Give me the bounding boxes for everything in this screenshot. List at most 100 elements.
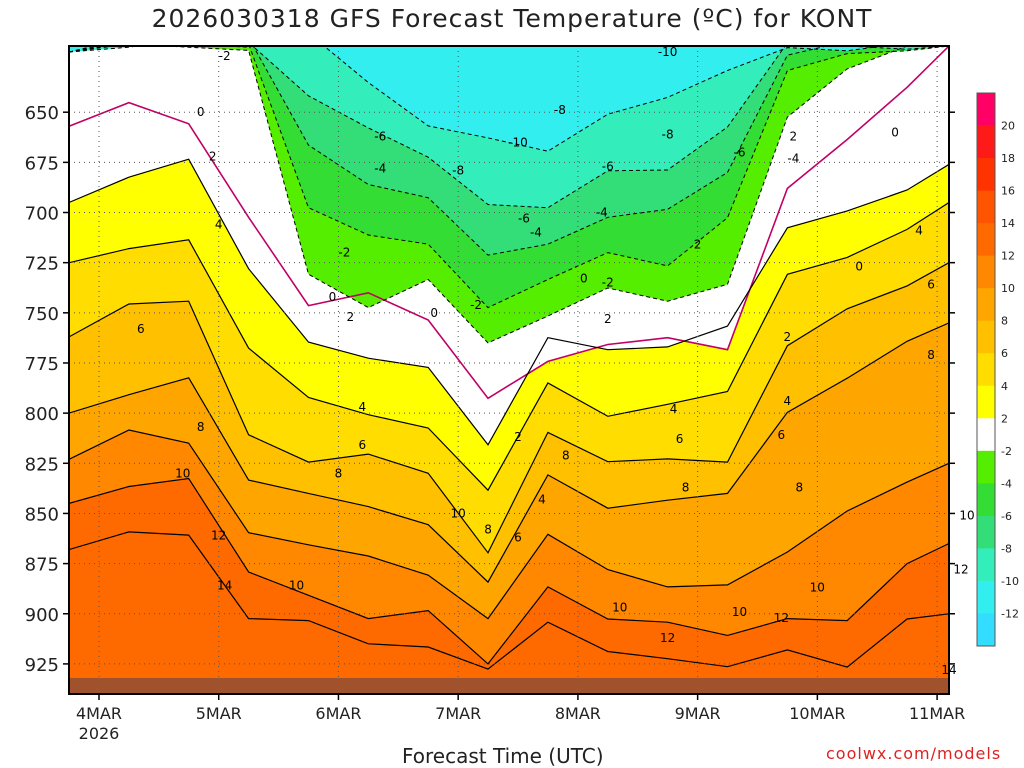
contour-label: 8: [335, 466, 343, 480]
contour-label: 8: [682, 480, 690, 494]
x-tick-label: 10MAR: [789, 704, 845, 723]
colorbar-swatch: [977, 125, 995, 159]
contour-label: 0: [580, 272, 588, 286]
y-tick-label: 800: [25, 404, 59, 425]
grid-layer: [69, 46, 949, 694]
contour-label: 14: [217, 579, 232, 593]
colorbar-label: -6: [1001, 510, 1012, 523]
colorbar-label: -10: [1001, 575, 1019, 588]
contour-label: 4: [538, 492, 546, 506]
contour-label: -4: [787, 151, 799, 165]
contour-label: 4: [915, 224, 923, 238]
colorbar-label: 14: [1001, 217, 1015, 230]
contour-label: 8: [562, 448, 570, 462]
source-credit-link[interactable]: coolwx.com/models: [826, 744, 1002, 763]
contour-label: -6: [518, 212, 530, 226]
contour-label: 12: [953, 563, 968, 577]
colorbar-swatch: [977, 223, 995, 257]
temperature-fill-layer: [69, 46, 949, 670]
isotherm-line-0: [69, 46, 949, 400]
x-tick-label: 5MAR: [196, 704, 242, 723]
contour-label: -2: [470, 298, 482, 312]
y-tick-label: 750: [25, 304, 59, 325]
x-axis-title: Forecast Time (UTC): [402, 744, 604, 768]
contour-label: 12: [211, 529, 226, 543]
colorbar-label: 12: [1001, 250, 1015, 263]
colorbar-swatch: [977, 548, 995, 582]
contour-label: -4: [530, 226, 542, 240]
contour-label: -10: [508, 135, 528, 149]
contour-label: 10: [289, 579, 304, 593]
contour-label: 2: [790, 129, 798, 143]
y-tick-label: 725: [25, 254, 59, 275]
contour-label: 2: [604, 312, 612, 326]
contour-label: 10: [732, 605, 747, 619]
isotherm-line-4: [69, 201, 949, 492]
x-tick-label: 6MAR: [315, 704, 361, 723]
colorbar-swatch: [977, 158, 995, 192]
isotherm-line--4: [69, 46, 949, 309]
isotherm-line--2: [69, 46, 949, 344]
colorbar-label: 16: [1001, 185, 1015, 198]
isotherm-line--6: [69, 46, 949, 256]
colorbar: 20 18 16 14 12 10 8 6 4 2 -2 -4 -6 -8 -10 -12: [976, 92, 1019, 647]
contour-label: -4: [374, 161, 386, 175]
contour-label: 0: [891, 125, 899, 139]
contour-label: 10: [810, 581, 825, 595]
contour-label: -2: [602, 276, 614, 290]
colorbar-swatch: [977, 320, 995, 354]
y-tick-label: 925: [25, 655, 59, 676]
contour-label: 0: [197, 105, 205, 119]
colorbar-swatch: [977, 418, 995, 452]
x-tick-label: 8MAR: [555, 704, 601, 723]
x-tick-label: 7MAR: [435, 704, 481, 723]
isotherm-line--10: [69, 46, 949, 152]
contour-label: -6: [733, 145, 745, 159]
contour-label: 8: [927, 348, 935, 362]
colorbar-swatch: [977, 515, 995, 549]
contour-label: -8: [452, 163, 464, 177]
contour-label: 4: [215, 218, 223, 232]
contour-label: -6: [374, 129, 386, 143]
contour-label: 6: [927, 278, 935, 292]
contour-label: -2: [338, 246, 350, 260]
colorbar-swatch: [977, 385, 995, 419]
colorbar-label: 20: [1001, 120, 1015, 133]
contour-label: 10: [959, 508, 974, 522]
y-tick-label: 850: [25, 504, 59, 525]
colorbar-label: 4: [1001, 380, 1008, 393]
contour-label: 2: [209, 149, 217, 163]
x-tick-sublabel: 2026: [79, 724, 120, 743]
x-tick-label: 9MAR: [675, 704, 721, 723]
colorbar-swatch: [977, 450, 995, 484]
colorbar-label: 10: [1001, 282, 1015, 295]
contour-label: 6: [514, 531, 522, 545]
colorbar-frame: [976, 92, 996, 647]
y-tick-label: 700: [25, 204, 59, 225]
plot-frame: [68, 45, 950, 695]
contour-label: 6: [137, 322, 145, 336]
y-tick-label: 875: [25, 555, 59, 576]
colorbar-label: -12: [1001, 607, 1019, 620]
contour-label: 10: [612, 601, 627, 615]
contour-label: 6: [778, 428, 786, 442]
temperature-band-above--10: [69, 46, 949, 152]
contour-label: 6: [359, 438, 367, 452]
terrain-ground: [69, 678, 949, 694]
isotherm-line-8: [69, 322, 949, 584]
colorbar-swatch: [977, 483, 995, 517]
contour-label: -6: [602, 159, 614, 173]
y-tick-label: 675: [25, 153, 59, 174]
isotherm-layer: [69, 46, 949, 670]
contour-label: 2: [514, 430, 522, 444]
contour-label: 4: [359, 400, 367, 414]
x-tick-label: 4MAR: [76, 704, 122, 723]
contour-label: 8: [484, 523, 492, 537]
contour-label: 12: [774, 611, 789, 625]
isotherm-line-12: [69, 477, 949, 665]
colorbar-label: -8: [1001, 542, 1012, 555]
contour-label: -8: [662, 127, 674, 141]
